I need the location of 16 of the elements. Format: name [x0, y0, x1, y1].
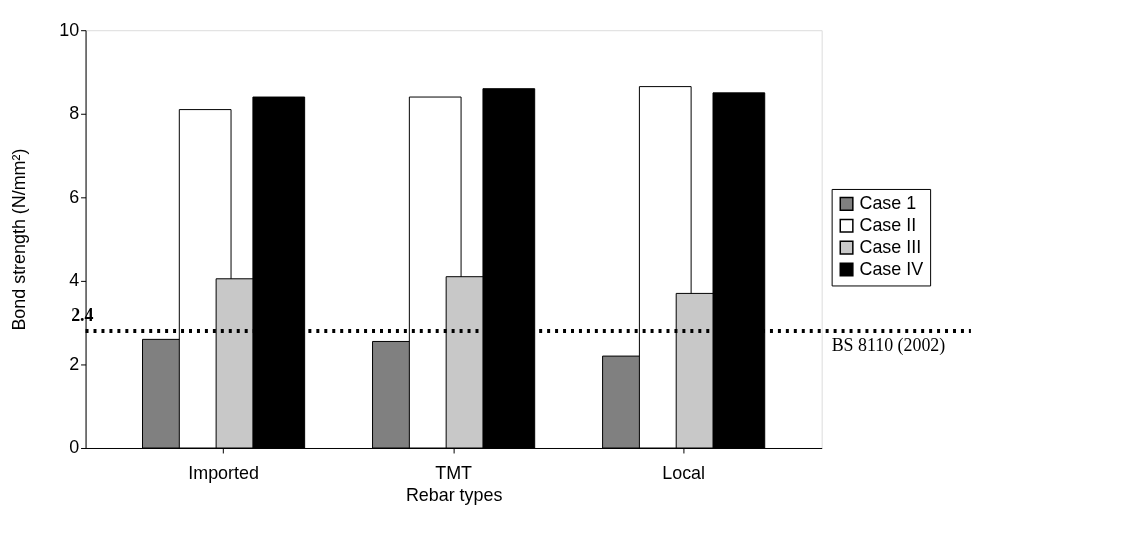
y-tick-label: 0 — [69, 437, 80, 458]
x-tick-label: Imported — [188, 463, 259, 484]
y-tick-label: 10 — [59, 19, 80, 40]
legend-label: Case III — [859, 236, 922, 257]
x-axis-title: Rebar types — [405, 485, 503, 506]
y-tick-label: 2 — [69, 353, 80, 374]
ref-line-label: BS 8110 (2002) — [831, 334, 946, 356]
y-tick-label: 6 — [69, 186, 80, 207]
y-tick-label: 8 — [69, 103, 80, 124]
y-axis-title: Bond strength (N/mm²) — [9, 148, 30, 331]
legend-label: Case IV — [859, 258, 924, 279]
legend-label: Case II — [859, 214, 917, 235]
y-tick-label: 4 — [69, 270, 80, 291]
x-tick-label: TMT — [435, 463, 473, 484]
x-tick-label: Local — [662, 463, 706, 484]
legend-label: Case 1 — [859, 192, 917, 213]
